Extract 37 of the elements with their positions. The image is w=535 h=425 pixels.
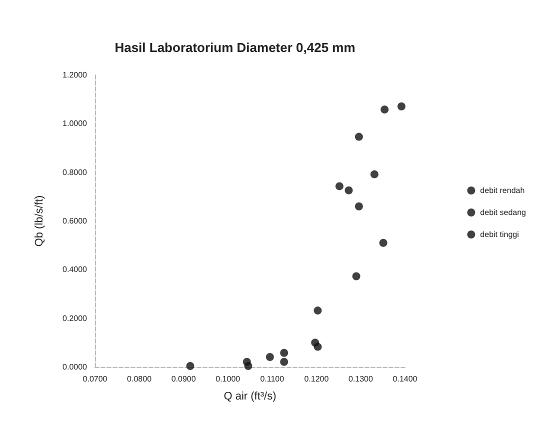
x-tick-label: 0.1400 — [392, 374, 418, 384]
x-tick-label: 0.0700 — [82, 374, 108, 384]
point — [380, 106, 389, 114]
x-tick-label: 0.1000 — [216, 374, 241, 384]
point — [397, 102, 406, 110]
point — [266, 353, 274, 362]
point — [354, 202, 363, 210]
x-axis-title: Q air (ft³/s) — [224, 390, 276, 402]
y-tick-label: 0.2000 — [62, 314, 88, 323]
y-tick-label: 1.0000 — [62, 119, 88, 128]
y-tick-label: 0.4000 — [62, 265, 88, 274]
point — [344, 186, 353, 194]
point — [314, 306, 322, 315]
y-tick-label: 0.8000 — [62, 168, 88, 177]
point — [335, 182, 344, 190]
point — [354, 132, 363, 141]
chart-title: Hasil Laboratorium Diameter 0,425 mm — [114, 40, 356, 55]
x-tick-label: 0.1100 — [260, 374, 285, 384]
point — [244, 362, 252, 370]
point — [280, 358, 288, 366]
legend-label: debit sedang — [480, 208, 526, 217]
y-tick-label: 0.6000 — [62, 216, 88, 226]
legend-label: debit tinggi — [480, 230, 520, 239]
point — [352, 272, 360, 280]
x-tick-label: 0.0900 — [171, 374, 196, 384]
y-tick-label: 1.2000 — [62, 70, 88, 80]
x-tick-label: 0.1300 — [348, 374, 374, 384]
x-tick-label: 0.1200 — [304, 374, 330, 384]
point — [280, 348, 288, 357]
y-tick-label: 0.0000 — [62, 362, 88, 372]
point — [379, 238, 388, 247]
y-axis-title: Qb (lb/s/ft) — [34, 195, 46, 247]
point — [370, 170, 378, 178]
point — [186, 362, 194, 370]
point — [314, 342, 322, 351]
legend-label: debit rendah — [480, 186, 525, 195]
x-tick-label: 0.0800 — [127, 374, 152, 384]
